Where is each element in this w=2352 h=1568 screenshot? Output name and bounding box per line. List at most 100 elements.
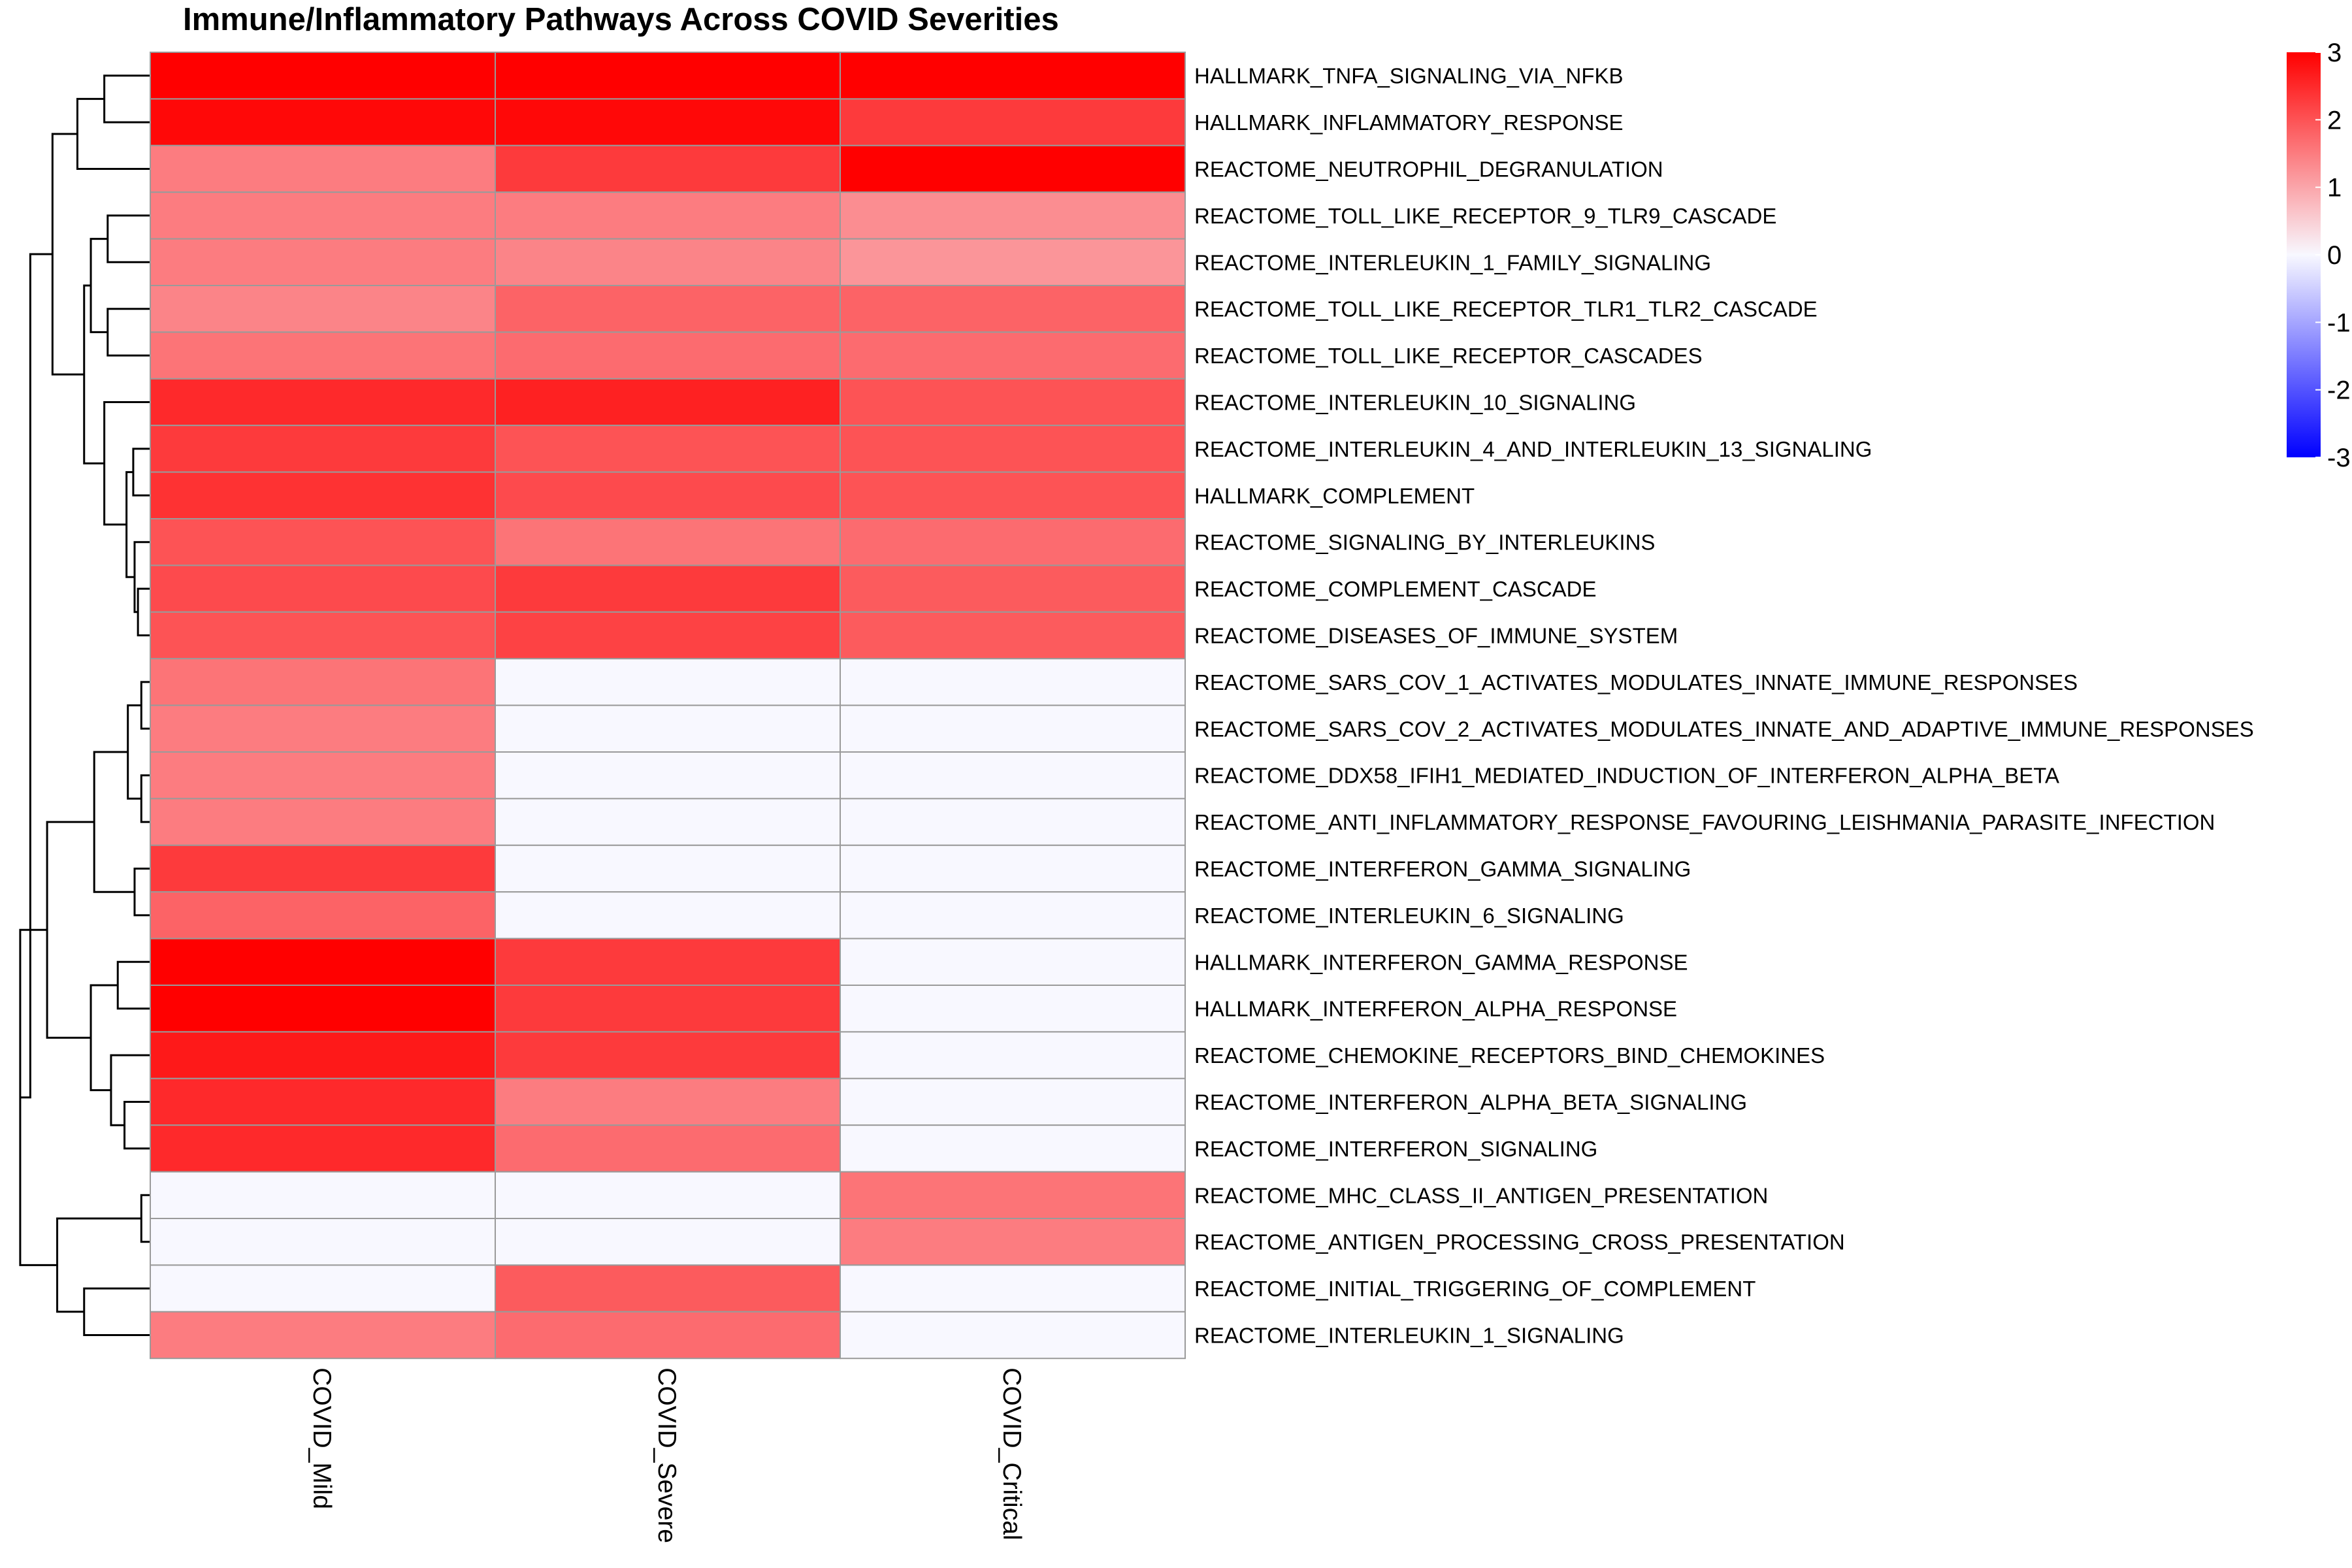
dendrogram-branch: [140, 774, 150, 823]
row-label: REACTOME_INTERFERON_SIGNALING: [1194, 1137, 1597, 1161]
dendrogram-branch: [90, 984, 118, 1092]
column-label: COVID_Mild: [308, 1367, 336, 1509]
heatmap-cell: [150, 798, 496, 846]
heatmap-cell: [495, 1171, 841, 1219]
row-label: REACTOME_NEUTROPHIL_DEGRANULATION: [1194, 157, 1663, 182]
heatmap-cell: [840, 285, 1186, 333]
heatmap-cell: [840, 1218, 1186, 1266]
row-dendrogram: [19, 74, 150, 1336]
row-labels: HALLMARK_TNFA_SIGNALING_VIA_NFKB HALLMARK…: [1194, 64, 2254, 1348]
heatmap-cell: [840, 1264, 1186, 1313]
heatmap-cell: [150, 658, 496, 706]
heatmap-cell: [150, 238, 496, 287]
heatmap-cell: [495, 658, 841, 706]
heatmap-cell: [150, 471, 496, 519]
legend-tick-label: -2: [2327, 376, 2351, 405]
heatmap-cell: [840, 611, 1186, 660]
dendrogram-branch: [83, 1287, 150, 1336]
heatmap-cell: [150, 285, 496, 333]
row-label: REACTOME_INTERLEUKIN_1_FAMILY_SIGNALING: [1194, 250, 1711, 274]
heatmap-cell: [840, 144, 1186, 193]
dendrogram-branch: [133, 541, 150, 613]
legend-tick-label: 2: [2327, 106, 2342, 135]
dendrogram-branch: [76, 97, 150, 170]
heatmap-cell: [840, 938, 1186, 986]
heatmap-cell: [495, 425, 841, 473]
heatmap-cell: [495, 52, 841, 100]
dendrogram-branch: [90, 238, 108, 333]
heatmap-cell: [840, 331, 1186, 380]
legend-tick-label: 1: [2327, 174, 2342, 203]
color-legend: 3 2 1 0 -1 -2 -3: [2287, 39, 2351, 472]
dendrogram-branch: [83, 284, 105, 465]
row-label: REACTOME_DISEASES_OF_IMMUNE_SYSTEM: [1194, 624, 1678, 648]
heatmap-cell: [495, 938, 841, 986]
heatmap-cell: [840, 518, 1186, 566]
dendrogram-branch: [110, 1054, 150, 1126]
heatmap-cell: [840, 985, 1186, 1033]
heatmap-cell: [495, 378, 841, 427]
heatmap-cell: [495, 471, 841, 519]
heatmap-cell: [840, 191, 1186, 240]
dendrogram-branch: [123, 1101, 150, 1150]
heatmap-cell: [495, 751, 841, 800]
dendrogram-branch: [103, 74, 150, 123]
heatmap-cell: [150, 751, 496, 800]
heatmap-cell: [150, 1077, 496, 1126]
heatmap-cell: [150, 425, 496, 473]
heatmap-cell: [495, 985, 841, 1033]
heatmap-cell: [150, 1124, 496, 1173]
heatmap-cell: [150, 844, 496, 893]
row-label: REACTOME_CHEMOKINE_RECEPTORS_BIND_CHEMOK…: [1194, 1043, 1825, 1068]
dendrogram-branch: [116, 960, 150, 1010]
heatmap-cell: [840, 425, 1186, 473]
row-label: REACTOME_ANTI_INFLAMMATORY_RESPONSE_FAVO…: [1194, 810, 2215, 834]
heatmap-cell: [495, 98, 841, 146]
heatmap-cell: [150, 891, 496, 939]
column-labels: COVID_Mild COVID_Severe COVID_Critical: [308, 1367, 1026, 1543]
heatmap-cell: [495, 1031, 841, 1079]
dendrogram-branch: [132, 448, 150, 497]
heatmap-cell: [150, 985, 496, 1033]
heatmap-cell: [840, 891, 1186, 939]
heatmap-cell: [150, 564, 496, 613]
column-label: COVID_Critical: [998, 1367, 1026, 1540]
heatmap-cell: [150, 1311, 496, 1360]
dendrogram-branch: [137, 587, 150, 636]
legend-tick-label: 0: [2327, 241, 2342, 270]
heatmap-cell: [495, 238, 841, 287]
dendrogram-branch: [106, 214, 150, 263]
row-label: REACTOME_INTERFERON_GAMMA_SIGNALING: [1194, 857, 1691, 881]
dendrogram-branch: [127, 704, 142, 800]
heatmap-cell: [150, 611, 496, 660]
row-label: REACTOME_TOLL_LIKE_RECEPTOR_CASCADES: [1194, 344, 1703, 368]
dendrogram-branch: [51, 133, 84, 376]
row-label: REACTOME_COMPLEMENT_CASCADE: [1194, 577, 1597, 601]
heatmap-cell: [150, 1264, 496, 1313]
row-label: HALLMARK_COMPLEMENT: [1194, 483, 1475, 508]
row-label: REACTOME_INTERLEUKIN_6_SIGNALING: [1194, 904, 1624, 928]
row-label: REACTOME_INTERLEUKIN_4_AND_INTERLEUKIN_1…: [1194, 437, 1872, 461]
dendrogram-branch: [56, 1217, 142, 1313]
heatmap-cells: [150, 52, 1186, 1360]
row-label: HALLMARK_INTERFERON_ALPHA_RESPONSE: [1194, 997, 1677, 1021]
heatmap-cell: [495, 285, 841, 333]
heatmap-cell: [495, 1264, 841, 1313]
row-label: REACTOME_TOLL_LIKE_RECEPTOR_9_TLR9_CASCA…: [1194, 204, 1776, 228]
heatmap-cell: [150, 98, 496, 146]
column-label: COVID_Severe: [653, 1367, 681, 1543]
heatmap-cell: [150, 378, 496, 427]
row-label: REACTOME_SARS_COV_1_ACTIVATES_MODULATES_…: [1194, 670, 2078, 694]
heatmap-cell: [495, 891, 841, 939]
heatmap-cell: [840, 1124, 1186, 1173]
chart-title: Immune/Inflammatory Pathways Across COVI…: [183, 2, 1059, 37]
heatmap-cell: [150, 1031, 496, 1079]
heatmap-cell: [840, 1031, 1186, 1079]
heatmap-cell: [495, 1077, 841, 1126]
row-label: REACTOME_SIGNALING_BY_INTERLEUKINS: [1194, 531, 1655, 555]
heatmap-cell: [495, 1124, 841, 1173]
heatmap-cell: [150, 52, 496, 100]
heatmap-cell: [840, 751, 1186, 800]
heatmap-cell: [840, 1311, 1186, 1360]
heatmap-cell: [150, 144, 496, 193]
